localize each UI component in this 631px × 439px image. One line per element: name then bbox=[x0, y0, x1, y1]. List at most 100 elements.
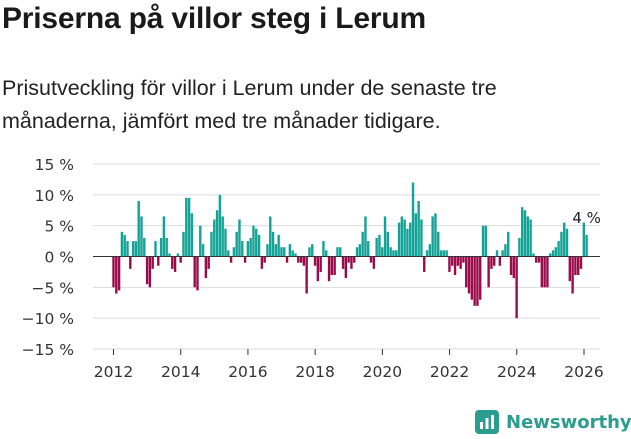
y-tick-label: 0 % bbox=[44, 249, 74, 267]
bar bbox=[266, 244, 269, 257]
bar bbox=[126, 241, 129, 257]
bar bbox=[123, 234, 126, 257]
bar bbox=[487, 256, 490, 288]
bar bbox=[495, 250, 499, 257]
bar bbox=[162, 216, 166, 257]
bar bbox=[333, 256, 336, 275]
newsworthy-logo[interactable]: Newsworthy bbox=[475, 408, 631, 436]
bar bbox=[159, 238, 163, 257]
bar bbox=[316, 256, 320, 282]
bar bbox=[507, 231, 510, 257]
brand-name: Newsworthy bbox=[506, 411, 631, 433]
bar bbox=[299, 256, 303, 263]
bar bbox=[568, 256, 572, 282]
bar bbox=[196, 256, 199, 291]
bar bbox=[229, 256, 233, 263]
bar bbox=[453, 256, 457, 275]
bar bbox=[577, 256, 580, 275]
x-tick-label: 2020 bbox=[363, 363, 402, 381]
bar bbox=[213, 219, 216, 257]
bar bbox=[389, 247, 392, 257]
bar bbox=[232, 247, 236, 257]
bar bbox=[238, 219, 241, 257]
bar bbox=[308, 247, 311, 257]
bar bbox=[173, 256, 177, 272]
bar bbox=[221, 216, 224, 257]
bar bbox=[409, 222, 412, 257]
bar bbox=[199, 225, 202, 257]
bar bbox=[462, 256, 465, 263]
bar bbox=[325, 250, 328, 257]
bar bbox=[120, 231, 124, 257]
bar bbox=[565, 228, 569, 257]
bar bbox=[392, 250, 395, 257]
bar bbox=[459, 256, 462, 269]
bar bbox=[425, 250, 429, 257]
bar bbox=[291, 250, 294, 257]
bar bbox=[305, 256, 308, 294]
bar bbox=[386, 231, 390, 257]
bar bbox=[274, 244, 278, 257]
bar bbox=[411, 182, 415, 257]
bar bbox=[540, 256, 544, 288]
bar bbox=[442, 250, 446, 257]
last-value-label: 4 % bbox=[572, 209, 601, 227]
bar bbox=[400, 216, 404, 257]
bar bbox=[269, 216, 272, 257]
bar bbox=[271, 231, 275, 257]
bar bbox=[582, 222, 586, 257]
bar bbox=[302, 256, 306, 266]
bar bbox=[294, 253, 297, 257]
bar bbox=[241, 241, 244, 257]
bar bbox=[509, 256, 513, 275]
y-tick-label: −15 % bbox=[22, 341, 74, 359]
x-tick-label: 2018 bbox=[295, 363, 334, 381]
bar bbox=[355, 247, 359, 257]
bar bbox=[235, 231, 238, 257]
bar bbox=[383, 216, 387, 257]
bar-series bbox=[112, 182, 588, 319]
bar bbox=[358, 244, 362, 257]
bar bbox=[339, 247, 342, 257]
bar bbox=[252, 225, 255, 257]
bar bbox=[288, 244, 292, 257]
bar bbox=[187, 197, 191, 257]
bar bbox=[521, 207, 524, 257]
bar bbox=[523, 210, 527, 257]
bar bbox=[137, 201, 140, 257]
bar bbox=[215, 210, 219, 257]
bar bbox=[322, 241, 325, 257]
bar bbox=[285, 256, 289, 263]
bar bbox=[445, 250, 448, 257]
bar bbox=[473, 256, 476, 306]
bar bbox=[313, 256, 317, 266]
bar bbox=[148, 256, 152, 288]
bar bbox=[375, 238, 378, 257]
bar bbox=[532, 253, 535, 257]
bar bbox=[470, 256, 474, 300]
bar bbox=[423, 256, 426, 272]
bar bbox=[585, 234, 588, 257]
bar bbox=[193, 256, 196, 288]
x-tick-label: 2024 bbox=[497, 363, 536, 381]
bar bbox=[112, 256, 115, 288]
bar bbox=[501, 250, 504, 257]
bar bbox=[448, 256, 451, 272]
chart-title: Priserna på villor steg i Lerum bbox=[2, 2, 426, 35]
bar bbox=[546, 256, 549, 288]
bar bbox=[145, 256, 149, 285]
bar bbox=[537, 256, 541, 263]
bar bbox=[571, 256, 574, 294]
bar bbox=[406, 228, 409, 257]
bar bbox=[417, 201, 420, 257]
bar bbox=[439, 250, 443, 257]
bar bbox=[484, 225, 488, 257]
bar bbox=[381, 247, 384, 257]
bar bbox=[361, 231, 364, 257]
bar bbox=[330, 256, 334, 275]
x-tick-label: 2014 bbox=[161, 363, 200, 381]
bar bbox=[372, 256, 376, 269]
y-axis-ticks: −15 % −10 % −5 % 0 % 5 % 10 % 15 % bbox=[22, 156, 74, 359]
annotations: 4 % bbox=[572, 209, 601, 227]
